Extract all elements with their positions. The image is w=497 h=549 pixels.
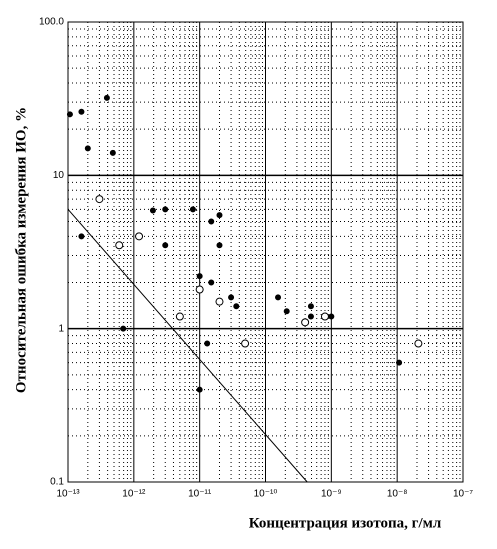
filled-point — [120, 325, 127, 332]
filled-point — [283, 308, 290, 315]
x-tick-label: 10⁻⁸ — [387, 489, 408, 500]
trend-line — [67, 209, 308, 483]
x-axis-title: Концентрация изотопа, г/мл — [249, 515, 442, 531]
open-point — [215, 297, 224, 306]
filled-point — [109, 149, 116, 156]
filled-point — [307, 313, 314, 320]
open-point — [175, 312, 184, 321]
open-point — [135, 232, 144, 241]
filled-point — [228, 294, 235, 301]
open-point — [95, 195, 104, 204]
y-tick-label: 1 — [58, 323, 64, 334]
y-tick-label: 100.0 — [39, 17, 64, 28]
filled-point — [396, 359, 403, 366]
x-tick-label: 10⁻¹⁰ — [254, 489, 278, 500]
y-axis-title: Относительная ошибка измерения ИО, % — [13, 107, 29, 393]
filled-point — [66, 111, 73, 118]
x-tick-label: 10⁻⁷ — [453, 489, 473, 500]
plot-frame — [67, 21, 464, 483]
x-tick-label: 10⁻¹³ — [56, 489, 80, 500]
filled-point — [78, 108, 85, 115]
open-point — [195, 285, 204, 294]
filled-point — [78, 233, 85, 240]
x-tick-label: 10⁻¹¹ — [188, 489, 212, 500]
open-point — [301, 318, 310, 327]
open-point — [414, 339, 423, 348]
filled-point — [307, 303, 314, 310]
filled-point — [233, 303, 240, 310]
filled-point — [84, 145, 91, 152]
filled-point — [204, 340, 211, 347]
filled-point — [208, 279, 215, 286]
filled-point — [162, 242, 169, 249]
filled-point — [216, 242, 223, 249]
filled-point — [149, 207, 156, 214]
y-tick-label: 0.1 — [50, 477, 64, 488]
y-tick-label: 10 — [53, 170, 65, 181]
open-point — [241, 339, 250, 348]
open-point — [115, 241, 124, 250]
open-point — [320, 312, 329, 321]
x-tick-label: 10⁻⁹ — [321, 489, 342, 500]
filled-point — [275, 294, 282, 301]
filled-point — [208, 218, 215, 225]
filled-point — [196, 386, 203, 393]
filled-point — [189, 206, 196, 213]
filled-point — [103, 94, 110, 101]
filled-point — [216, 212, 223, 219]
filled-point — [328, 313, 335, 320]
filled-point — [196, 273, 203, 280]
filled-point — [162, 206, 169, 213]
x-tick-label: 10⁻¹² — [122, 489, 146, 500]
